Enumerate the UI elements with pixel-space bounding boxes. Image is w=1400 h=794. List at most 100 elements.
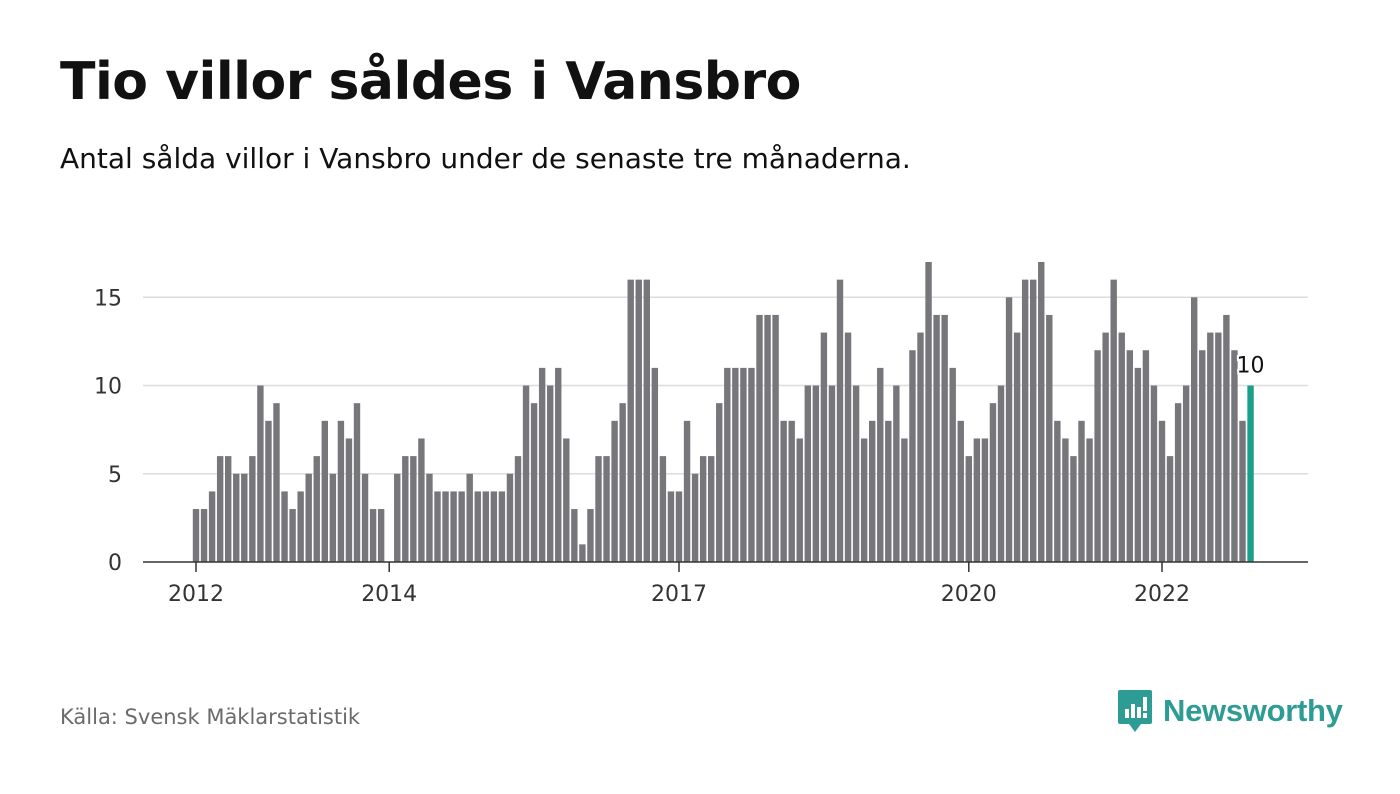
bar <box>1207 332 1214 562</box>
bar <box>997 385 1005 562</box>
bar <box>1102 332 1109 562</box>
bar <box>748 367 755 562</box>
bar <box>595 456 602 562</box>
bar <box>981 438 989 562</box>
bar <box>836 279 844 562</box>
bar <box>1142 350 1150 562</box>
bar <box>1118 332 1125 562</box>
bar <box>1062 438 1069 562</box>
bar <box>1231 350 1238 562</box>
y-tick-label: 5 <box>108 463 122 488</box>
bar <box>353 403 361 562</box>
bar <box>410 456 417 562</box>
bar <box>1005 297 1013 562</box>
bar <box>860 438 868 562</box>
bar <box>547 385 554 562</box>
bar <box>498 491 506 562</box>
bar <box>369 509 377 562</box>
axes <box>143 561 1308 572</box>
bar <box>522 385 530 562</box>
bar <box>587 509 594 562</box>
bar <box>1030 279 1037 562</box>
bar <box>361 473 369 562</box>
bar <box>651 367 659 562</box>
bar <box>1134 367 1142 562</box>
bar <box>1086 438 1093 562</box>
bar <box>1150 385 1158 562</box>
bar <box>772 314 779 562</box>
bar <box>901 438 908 562</box>
x-tick-label: 2020 <box>941 582 997 607</box>
bar <box>611 420 618 562</box>
y-tick-label: 0 <box>108 551 122 576</box>
bar <box>1199 350 1206 562</box>
bar <box>917 332 924 562</box>
x-tick-label: 2012 <box>168 582 224 607</box>
bar <box>418 438 425 562</box>
bars <box>192 262 1254 562</box>
newsworthy-logo-icon <box>1118 690 1152 732</box>
bar <box>619 403 626 562</box>
bar <box>394 473 401 562</box>
bar <box>812 385 820 562</box>
labels: 0 5 10 15 10 2012 2014 2017 2020 2022 <box>94 286 1267 607</box>
bar <box>885 420 892 562</box>
bar <box>603 456 610 562</box>
bar <box>764 314 771 562</box>
bar <box>458 491 465 562</box>
bar <box>538 367 546 562</box>
bar <box>571 509 578 562</box>
bar <box>1223 314 1230 562</box>
bar <box>1174 403 1182 562</box>
bar <box>780 420 787 562</box>
y-tick-label: 15 <box>94 286 122 311</box>
bar <box>297 491 304 562</box>
bar <box>1182 385 1190 562</box>
bar <box>474 491 481 562</box>
bar <box>506 473 514 562</box>
bar <box>1158 420 1166 562</box>
bar <box>192 509 200 562</box>
bar <box>667 491 675 562</box>
bar <box>1070 456 1077 562</box>
bar <box>233 473 240 562</box>
bar <box>893 385 900 562</box>
bar <box>265 420 272 562</box>
bar <box>1239 420 1246 562</box>
bar <box>627 279 634 562</box>
bar <box>1191 297 1198 562</box>
bar <box>949 367 956 562</box>
x-tick-label: 2022 <box>1134 582 1190 607</box>
bar <box>337 420 345 562</box>
bar <box>1094 350 1101 562</box>
bar <box>683 420 691 562</box>
bar <box>643 279 650 562</box>
bar <box>200 509 208 562</box>
bar <box>555 367 562 562</box>
bar <box>208 491 216 562</box>
bar <box>740 367 747 562</box>
bar <box>514 456 522 562</box>
bar <box>989 403 997 562</box>
bar <box>450 491 457 562</box>
bar <box>442 491 449 562</box>
bar <box>1046 314 1053 562</box>
bar <box>377 509 385 562</box>
y-tick-label: 10 <box>94 375 122 400</box>
chart-title: Tio villor såldes i Vansbro <box>60 52 801 112</box>
bar <box>635 279 642 562</box>
bar <box>249 456 256 562</box>
bar <box>909 350 916 562</box>
source-note: Källa: Svensk Mäklarstatistik <box>60 705 361 729</box>
bar <box>716 403 723 562</box>
x-tick-label: 2017 <box>651 582 707 607</box>
bar <box>321 420 328 562</box>
bar <box>426 473 433 562</box>
bar <box>434 491 441 562</box>
bar <box>305 473 312 562</box>
bar <box>877 367 884 562</box>
bar <box>869 420 876 562</box>
brand-logo[interactable]: Newsworthy <box>1117 689 1343 733</box>
bar <box>1078 420 1085 562</box>
bar <box>1013 332 1021 562</box>
